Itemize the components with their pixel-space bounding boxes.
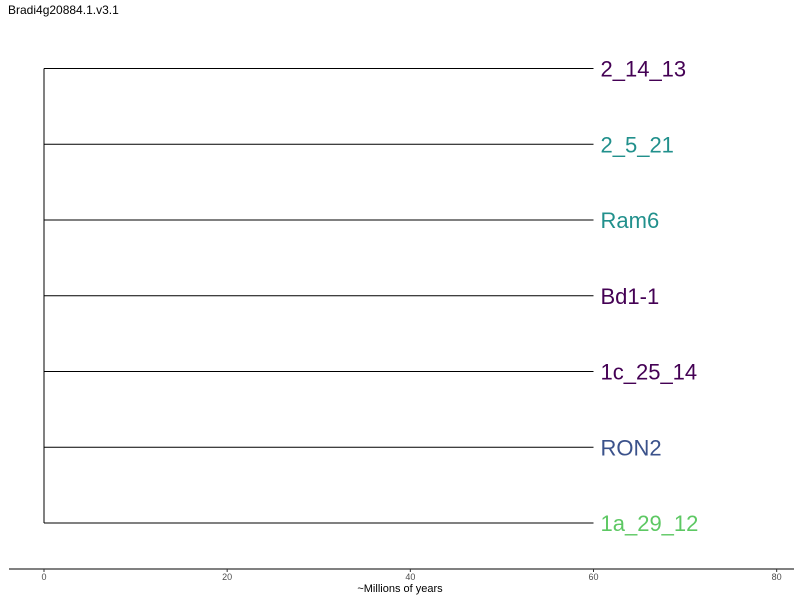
leaf-label: 2_5_21 [601, 132, 674, 157]
leaf-label: 1c_25_14 [601, 360, 698, 385]
axis-tick-label: 40 [405, 572, 415, 582]
leaf-label: RON2 [601, 435, 662, 460]
axis-ticks: 0 20 40 60 80 [41, 569, 782, 582]
tree-branches [43, 68, 594, 524]
axis-tick-label: 80 [772, 572, 782, 582]
time-axis: 0 20 40 60 80 ~Millions of years [9, 568, 794, 595]
axis-title: ~Millions of years [357, 583, 443, 595]
leaf-label: Ram6 [601, 208, 660, 233]
axis-tick-label: 20 [222, 572, 232, 582]
axis-tick-label: 0 [41, 572, 46, 582]
leaf-label: 2_14_13 [601, 57, 687, 82]
leaf-labels: 2_14_13 2_5_21 Ram6 Bd1-1 1c_25_14 RON2 1a_29_… [601, 57, 699, 537]
plot-title: Bradi4g20884.1.v3.1 [8, 3, 119, 17]
axis-tick-label: 60 [588, 572, 598, 582]
leaf-label: Bd1-1 [601, 284, 660, 309]
leaf-label: 1a_29_12 [601, 511, 699, 536]
